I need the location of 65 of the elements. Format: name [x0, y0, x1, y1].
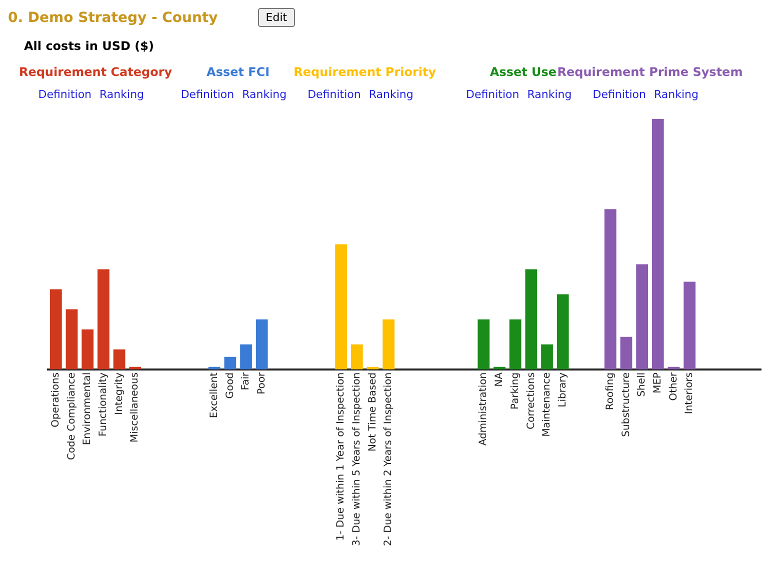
x-tick-label: Administration: [478, 372, 490, 446]
bar: [541, 344, 553, 370]
text: Definition: [466, 88, 520, 101]
bar: [50, 289, 62, 370]
bar: [620, 336, 632, 370]
text: Requirement Prime System: [557, 65, 743, 80]
x-tick-label: Miscellaneous: [130, 372, 141, 443]
x-tick-label: MEP: [652, 372, 664, 394]
bar: [240, 344, 252, 370]
bar: [82, 329, 94, 370]
text: Ranking: [527, 88, 572, 101]
bar: [556, 294, 569, 370]
x-tick-label: NA: [494, 372, 506, 387]
x-tick-label: Corrections: [526, 372, 537, 430]
bar: [98, 269, 110, 370]
x-tick-label: Interiors: [684, 372, 696, 414]
bar: [604, 209, 616, 370]
bar: [478, 319, 490, 370]
text: Ranking: [242, 88, 287, 101]
text: Ranking: [368, 88, 414, 101]
text: Asset Use: [490, 65, 557, 80]
bar: [382, 319, 395, 370]
x-tick-label: Environmental: [82, 372, 94, 446]
x-tick-label: Roofing: [604, 372, 616, 410]
text: Definition: [592, 88, 646, 101]
text: Definition: [180, 88, 234, 101]
x-tick-label: Not Time Based: [367, 372, 378, 452]
x-tick-label: 2- Due within 2 Years of Inspection: [383, 372, 394, 546]
bar: [335, 244, 348, 370]
text: Asset FCI: [206, 65, 270, 80]
text: Ranking: [654, 88, 698, 101]
x-tick-label: Poor: [256, 372, 268, 394]
chart-title: 0. Demo Strategy - County: [8, 10, 218, 26]
x-tick-label: Excellent: [208, 372, 220, 418]
bar: [636, 264, 648, 370]
text: Definition: [38, 88, 92, 101]
x-tick-label: 3- Due within 5 Years of Inspection: [352, 372, 363, 546]
text: Edit: [258, 8, 296, 27]
x-tick-label: Shell: [636, 372, 648, 397]
bar: [66, 309, 78, 370]
bar: [256, 319, 268, 370]
text: Definition: [308, 88, 361, 101]
x-tick-label: Other: [668, 372, 680, 401]
bar: [113, 349, 126, 370]
x-tick-label: Parking: [510, 372, 521, 410]
x-tick-label: Good: [224, 372, 236, 399]
bar: [224, 356, 236, 370]
x-tick-label: Library: [557, 372, 568, 408]
x-tick-label: Integrity: [114, 372, 125, 415]
x-tick-label: Maintenance: [542, 372, 553, 437]
text: Requirement Category: [18, 65, 172, 80]
bar: [509, 319, 522, 370]
x-tick-label: Code Compliance: [66, 372, 78, 460]
x-tick-label: Operations: [50, 372, 62, 428]
x-tick-label: Substructure: [620, 372, 632, 437]
x-tick-label: Functionality: [98, 372, 110, 436]
text: Requirement Priority: [294, 65, 436, 80]
x-tick-label: 1- Due within 1 Year of Inspection: [336, 372, 347, 541]
text: Ranking: [100, 88, 144, 101]
x-tick-label: Fair: [240, 372, 252, 390]
bar: [525, 269, 538, 370]
bar: [684, 282, 696, 370]
bar: [652, 119, 664, 370]
bar: [350, 344, 363, 370]
chart-subtitle: All costs in USD ($): [24, 39, 155, 53]
